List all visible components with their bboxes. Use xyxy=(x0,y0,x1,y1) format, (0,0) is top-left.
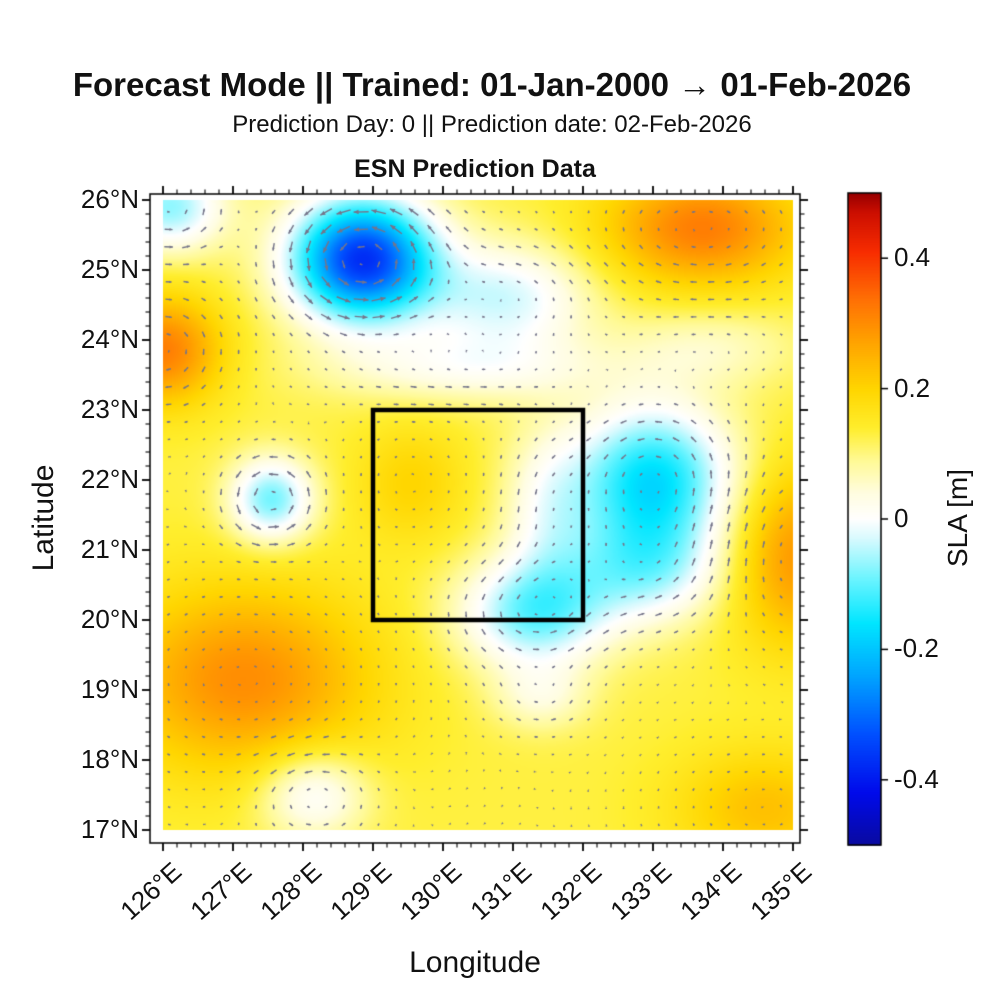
y-tick-label: 19°N xyxy=(80,674,139,704)
y-tick-label: 21°N xyxy=(80,534,139,564)
colorbar-tick-label: -0.2 xyxy=(894,633,939,664)
colorbar-tick-label: -0.4 xyxy=(894,763,939,794)
figure-subtitle: Prediction Day: 0 || Prediction date: 02… xyxy=(232,111,752,138)
y-tick-label: 17°N xyxy=(80,814,139,844)
y-tick-label: 25°N xyxy=(80,254,139,284)
y-axis-label: Latitude xyxy=(27,464,60,572)
y-tick-label: 24°N xyxy=(80,324,139,354)
y-tick-label: 22°N xyxy=(80,464,139,494)
y-tick-label: 18°N xyxy=(80,744,139,774)
colorbar-tick-label: 0.2 xyxy=(894,372,931,403)
figure-title: Forecast Mode || Trained: 01-Jan-2000 → … xyxy=(72,66,912,103)
colorbar-label: SLA [m] xyxy=(942,468,973,568)
colorbar-tick-label: 0.4 xyxy=(894,242,931,273)
y-tick-label: 23°N xyxy=(80,394,139,424)
y-tick-label: 20°N xyxy=(80,604,139,634)
y-tick-label: 26°N xyxy=(80,184,139,214)
x-axis-label: Longitude xyxy=(409,946,541,979)
colorbar-tick-label: 0 xyxy=(894,503,909,533)
axes-title: ESN Prediction Data xyxy=(354,155,596,183)
